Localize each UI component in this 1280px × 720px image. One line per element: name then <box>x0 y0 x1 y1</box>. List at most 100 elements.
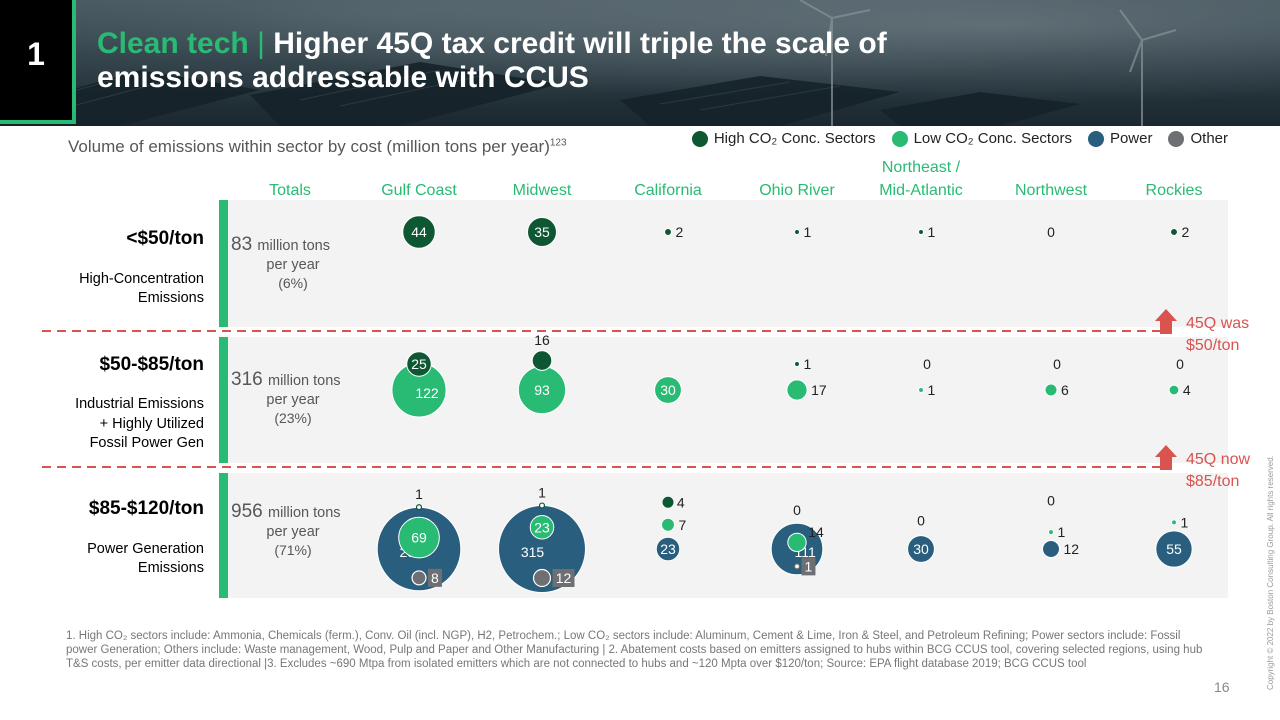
bubble-power <box>1042 540 1060 558</box>
bubble-other-label: 12 <box>556 570 572 586</box>
bubble-low <box>918 387 924 393</box>
bubble-low <box>1048 529 1054 536</box>
threshold-label-line1: 45Q was <box>1186 315 1249 332</box>
row-total-unit: million tons <box>268 505 341 521</box>
banner-overlay <box>0 0 1280 126</box>
column-header: California <box>634 182 702 199</box>
row-cost-label: $85-$120/ton <box>89 498 204 519</box>
bubble-high <box>918 229 924 235</box>
bubble-high-label: 35 <box>534 224 550 240</box>
bubble-high-label: 1 <box>803 356 811 372</box>
bubble-low <box>661 517 675 532</box>
row-accent-bar-2 <box>219 473 228 598</box>
bubble-high-label: 1 <box>415 486 423 502</box>
bubble-power-label: 12 <box>1063 541 1079 557</box>
column-header-line1: Northeast / <box>882 159 961 176</box>
bubble-other-label-bg <box>427 568 442 587</box>
bubble-low-label: 14 <box>808 524 824 540</box>
bubble-high-label: 4 <box>677 494 685 510</box>
row-total: 83 million tons <box>231 234 330 255</box>
bubble-low-label: 1 <box>1180 514 1188 530</box>
row-description-line: Industrial Emissions <box>75 396 204 412</box>
bubble-power <box>655 536 681 562</box>
row-description-line: Emissions <box>138 290 204 306</box>
column-header: Ohio River <box>759 182 835 199</box>
section-index: 1 <box>27 36 45 72</box>
bubble-low-label: 1 <box>927 382 935 398</box>
threshold-arrow-icon <box>1155 445 1177 470</box>
title-accent: Clean tech <box>97 27 249 60</box>
row-total-unit-line2: per year <box>266 392 319 408</box>
row-panel-0 <box>228 200 1228 327</box>
bubble-low <box>786 379 808 401</box>
bubble-high-zero-label: 0 <box>1053 356 1061 372</box>
column-header: Midwest <box>513 182 572 199</box>
row-total-value: 316 <box>231 369 268 390</box>
row-total-unit-line2: per year <box>266 524 319 540</box>
bubble-high <box>662 496 674 508</box>
bubble-high-zero-label: 0 <box>917 513 925 529</box>
bubble-power-label: 55 <box>1166 541 1182 557</box>
page-title: Clean tech | Higher 45Q tax credit will … <box>97 27 997 95</box>
row-description-line: Power Generation <box>87 541 204 557</box>
row-accent-bar-1 <box>219 337 228 463</box>
page-number: 16 <box>1214 679 1230 695</box>
bubble-other <box>532 568 552 588</box>
bubble-power-label: 315 <box>521 544 545 560</box>
column-header: Northwest <box>1015 182 1088 199</box>
row-total: 956 million tons <box>231 501 341 522</box>
bubble-high <box>415 504 423 511</box>
bubble-high-label: 44 <box>411 224 427 240</box>
bubble-high-label: 2 <box>675 224 683 240</box>
bubble-low <box>787 532 807 553</box>
bubble-high <box>527 217 557 247</box>
bubble-low <box>1044 383 1058 397</box>
bubble-low-label: 7 <box>678 517 686 533</box>
row-description-line: Fossil Power Gen <box>90 435 204 451</box>
row-total-value: 956 <box>231 501 268 522</box>
bubble-low-label: 30 <box>660 382 676 398</box>
row-panel-1 <box>228 337 1228 463</box>
bubble-other-label-bg <box>552 568 575 587</box>
legend-label-high: High CO₂ Conc. Sectors <box>713 130 876 147</box>
bubble-high-label: 16 <box>534 332 550 348</box>
bubble-low-label: 23 <box>534 519 550 535</box>
bubble-high <box>531 350 553 371</box>
row-total-unit-line2: per year <box>266 257 319 273</box>
bubble-high <box>664 228 672 236</box>
row-cost-label: <$50/ton <box>126 228 204 249</box>
threshold-arrow-icon <box>1155 309 1177 334</box>
bubble-high <box>1170 228 1178 236</box>
bubble-high-label: 1 <box>927 224 935 240</box>
bubble-low-label: 69 <box>411 530 427 546</box>
threshold-label-line2: $50/ton <box>1186 337 1239 354</box>
bubble-power <box>907 535 935 563</box>
row-total-unit: million tons <box>257 238 330 254</box>
row-total-unit: million tons <box>268 373 341 389</box>
bubble-power <box>1155 530 1193 568</box>
bubble-power-label: 30 <box>913 541 929 557</box>
legend-swatch-other <box>1168 130 1185 147</box>
bubble-high <box>794 361 800 367</box>
row-total-share: (23%) <box>274 410 311 426</box>
bubble-low-label: 93 <box>534 382 550 398</box>
bubble-power-label: 23 <box>660 541 676 557</box>
bubble-high <box>794 229 800 235</box>
bubble-low-label: 17 <box>811 382 827 398</box>
row-cost-label: $50-$85/ton <box>99 354 204 375</box>
legend-swatch-power <box>1087 130 1104 147</box>
bubble-low-label: 6 <box>1061 382 1069 398</box>
solar-wind-background <box>0 0 1177 126</box>
bubble-high-zero-label: 0 <box>923 356 931 372</box>
title-separator: | <box>257 27 265 60</box>
row-description-line: + Highly Utilized <box>100 416 204 432</box>
bubble-low-label: 122 <box>415 385 439 401</box>
column-header: Gulf Coast <box>381 182 457 199</box>
header-banner <box>0 0 1280 126</box>
bubble-low <box>1168 384 1180 396</box>
bubble-high-zero-label: 0 <box>1047 493 1055 509</box>
row-total-share: (71%) <box>274 542 311 558</box>
threshold-label-line2: $85/ton <box>1186 473 1239 490</box>
row-total: 316 million tons <box>231 369 341 390</box>
